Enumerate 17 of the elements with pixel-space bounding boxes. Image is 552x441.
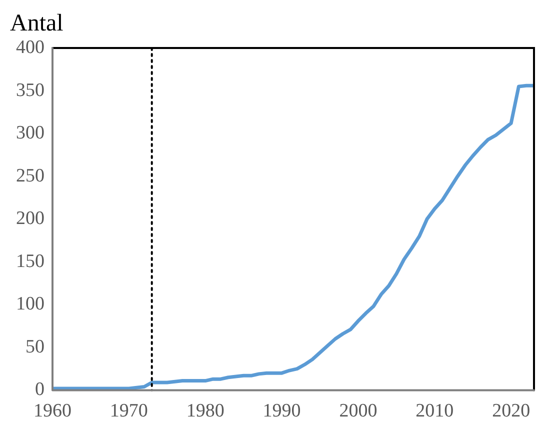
y-tick-label: 150 (16, 250, 44, 272)
y-tick-label: 0 (35, 379, 44, 400)
y-tick-label: 200 (16, 208, 44, 230)
y-tick-label: 250 (16, 165, 44, 186)
y-axis-title: Antal (10, 10, 64, 36)
x-tick-label: 1960 (34, 400, 72, 422)
x-tick-label: 2010 (416, 400, 454, 422)
y-tick-label: 300 (16, 122, 44, 144)
x-tick-label: 1990 (262, 400, 301, 422)
y-tick-label: 100 (16, 294, 44, 315)
x-tick-label: 1980 (186, 400, 224, 422)
y-tick-label: 400 (16, 36, 44, 58)
y-tick-label: 50 (26, 336, 44, 358)
x-tick-label: 2000 (339, 400, 378, 422)
x-tick-label: 2020 (492, 400, 530, 422)
y-tick-label: 350 (16, 80, 44, 101)
x-tick-label: 1970 (110, 400, 148, 422)
